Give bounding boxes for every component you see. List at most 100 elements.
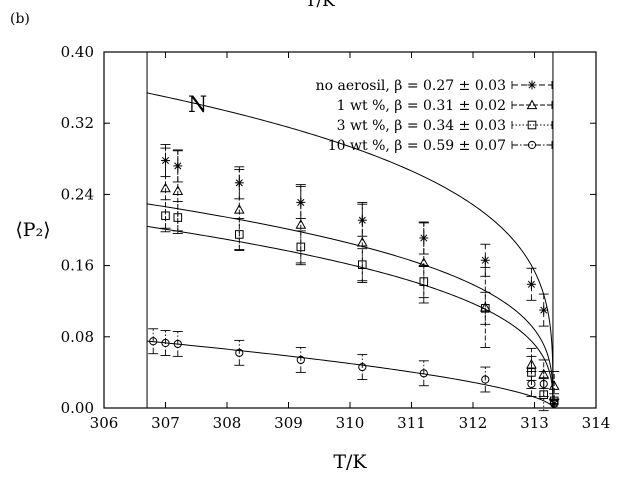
error-bar <box>418 221 429 255</box>
y-tick-label: 0.32 <box>61 114 94 132</box>
legend-label: 10 wt %, β = 0.59 ± 0.07 <box>328 138 506 154</box>
legend: no aerosil, β = 0.27 ± 0.03 1 wt %, β = 0… <box>316 78 553 154</box>
y-tick-label: 0.00 <box>61 399 94 417</box>
fit-curve <box>146 92 554 408</box>
data-point-triangle <box>418 257 430 268</box>
x-tick-label: 313 <box>520 414 549 432</box>
data-point-square <box>161 211 170 221</box>
legend-label: 3 wt %, β = 0.34 ± 0.03 <box>337 118 506 134</box>
legend-label: no aerosil, β = 0.27 ± 0.03 <box>316 78 506 94</box>
data-point-triangle <box>526 358 537 369</box>
data-point-circle <box>173 339 182 349</box>
fit-curve <box>146 225 554 408</box>
error-bar <box>480 266 491 348</box>
error-bar <box>418 360 429 387</box>
data-point-circle <box>550 399 559 408</box>
data-point-triangle <box>295 219 307 229</box>
data-point-asterisk <box>549 399 559 409</box>
data-point-circle <box>235 348 244 357</box>
error-bar <box>480 291 491 325</box>
data-point-asterisk <box>419 233 429 243</box>
phase-boundaries <box>146 52 554 408</box>
data-point-square <box>527 368 536 377</box>
error-bar <box>160 199 171 233</box>
axis-ticks: 306 307 308 309 310 311 312 313 314 0.00 0.08 0.16 0… <box>61 43 611 432</box>
data-point-triangle <box>172 185 184 195</box>
data-point-circle <box>296 355 305 365</box>
data-point-circle <box>358 362 367 372</box>
data-point-circle <box>527 379 536 389</box>
error-bar <box>234 339 245 366</box>
data-point-square <box>419 277 429 286</box>
error-bar <box>172 331 183 357</box>
data-point-triangle <box>160 182 171 193</box>
data-point-circle <box>481 375 490 384</box>
data-point-asterisk <box>357 215 367 225</box>
error-bar <box>172 149 183 183</box>
x-tick-label: 308 <box>213 414 242 432</box>
data-point-square <box>481 304 490 313</box>
y-tick-label: 0.40 <box>61 43 94 61</box>
error-bar <box>538 293 549 327</box>
legend-marker-triangle <box>526 99 538 110</box>
legend-marker-square <box>527 120 537 130</box>
data-point-square <box>539 390 549 399</box>
data-point-square <box>549 396 559 406</box>
y-tick-label: 0.16 <box>61 257 94 275</box>
y-tick-label: 0.24 <box>61 185 94 203</box>
error-bar <box>295 230 306 264</box>
data-point-asterisk <box>296 197 306 207</box>
x-axis-title: T/K <box>333 451 367 473</box>
top-cut-label: T/K <box>305 0 335 11</box>
legend-marker-asterisk <box>527 80 537 90</box>
data-point-triangle <box>233 204 245 214</box>
x-tick-label: 312 <box>459 414 488 432</box>
data-point-asterisk <box>234 178 244 188</box>
data-point-square <box>235 230 244 239</box>
data-point-circle <box>161 338 170 348</box>
data-point-square <box>173 213 183 222</box>
x-tick-label: 314 <box>582 414 611 432</box>
x-tick-label: 306 <box>90 414 119 432</box>
error-bar <box>295 347 306 373</box>
data-markers <box>149 156 560 409</box>
data-point-square <box>296 242 306 252</box>
data-point-asterisk <box>526 279 536 289</box>
error-bar <box>172 201 183 235</box>
error-bar <box>357 354 368 380</box>
data-point-triangle <box>548 380 560 390</box>
phase-label-n: N <box>188 93 207 118</box>
data-point-circle <box>419 369 428 378</box>
data-point-asterisk <box>539 305 549 315</box>
x-tick-label: 309 <box>274 414 303 432</box>
legend-label: 1 wt %, β = 0.31 ± 0.02 <box>337 98 506 114</box>
data-point-triangle <box>538 368 550 379</box>
fit-curve <box>147 340 554 409</box>
y-tick-label: 0.08 <box>61 328 94 346</box>
data-point-asterisk <box>480 255 490 265</box>
data-point-asterisk <box>161 156 170 166</box>
data-point-square <box>358 260 367 270</box>
fit-curve <box>146 203 554 408</box>
data-point-asterisk <box>173 161 183 171</box>
error-bar <box>538 378 549 412</box>
x-tick-label: 310 <box>336 414 365 432</box>
error-bars <box>148 144 560 412</box>
data-point-circle <box>539 379 548 389</box>
error-bar <box>418 265 429 299</box>
error-bar <box>148 328 159 355</box>
data-point-triangle <box>356 236 368 247</box>
legend-marker-circle <box>527 140 537 150</box>
x-tick-label: 307 <box>151 414 180 432</box>
error-bar <box>480 366 491 393</box>
panel-label: (b) <box>10 11 30 27</box>
error-bar <box>357 248 368 282</box>
data-point-circle <box>149 337 158 346</box>
error-bar <box>526 267 537 301</box>
fit-curves <box>146 92 554 409</box>
error-bar <box>160 330 171 356</box>
y-axis-title: ⟨P₂⟩ <box>15 219 50 241</box>
data-point-triangle <box>479 301 491 312</box>
error-bar <box>234 217 245 251</box>
